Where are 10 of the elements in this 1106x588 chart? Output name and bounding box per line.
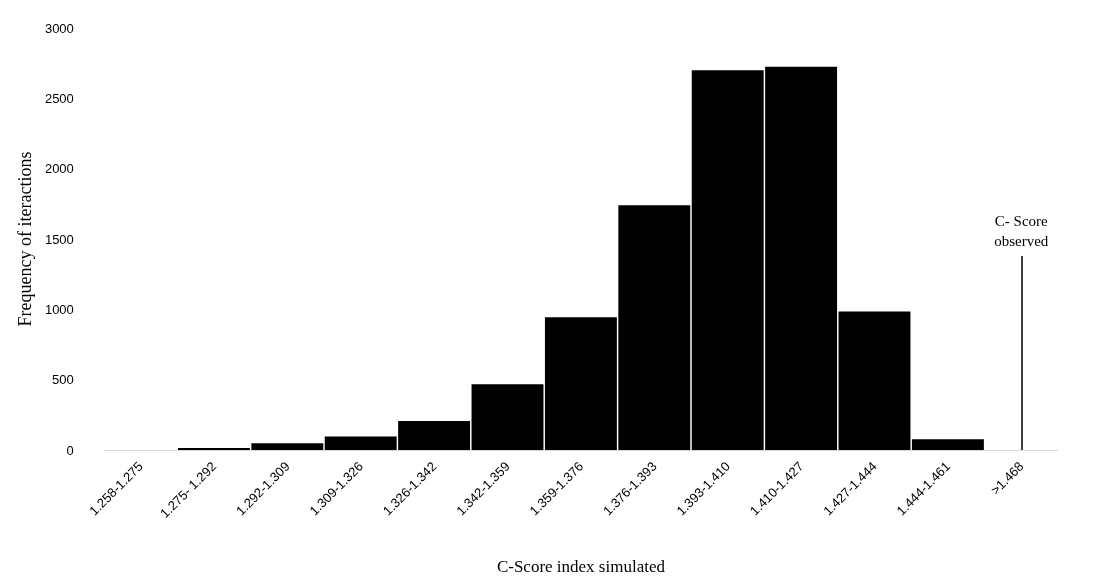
y-tick-label: 500	[52, 372, 74, 388]
y-tick-label: 2500	[44, 90, 74, 106]
y-tick-label: 1500	[44, 231, 74, 247]
ref-line-label: C- Score observed	[994, 212, 1049, 249]
y-tick-label: 0	[66, 442, 74, 458]
x-axis-title: C-Score index simulated	[496, 557, 666, 576]
y-tick-label: 3000	[44, 20, 74, 36]
y-tick-label: 2000	[44, 161, 74, 177]
y-tick-label: 1000	[44, 301, 74, 317]
y-axis-title: Frequency of iteractions	[15, 151, 35, 327]
